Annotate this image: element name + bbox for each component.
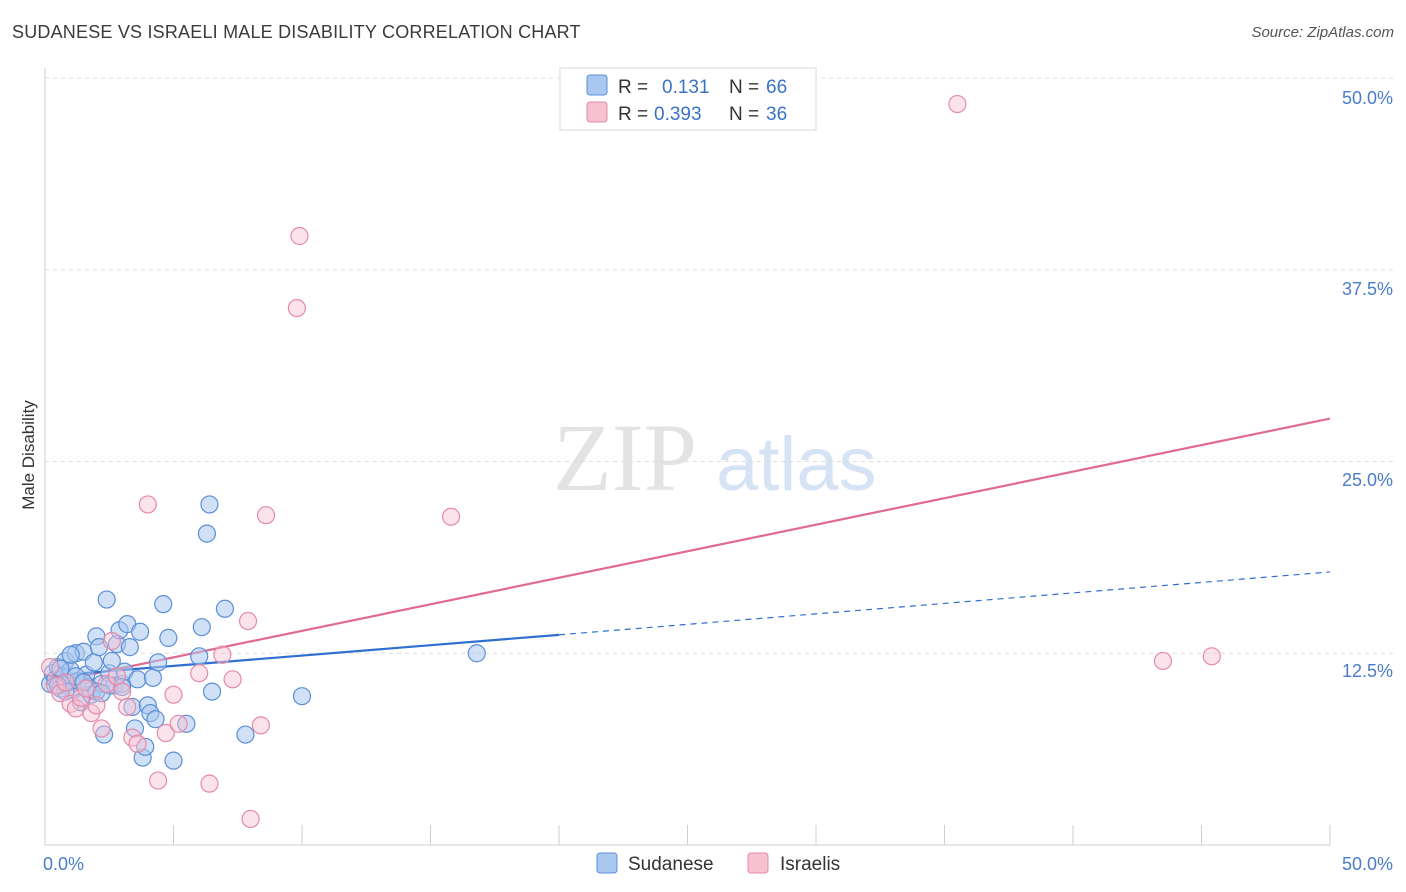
sudanese-point xyxy=(97,590,116,609)
israeli-point xyxy=(138,495,157,514)
sudanese-point xyxy=(215,599,234,618)
legend-bottom-label-sudanese: Sudanese xyxy=(628,854,714,875)
legend-swatch-sudanese xyxy=(586,74,608,96)
sudanese-point xyxy=(84,653,103,672)
legend-bottom-label-israelis: Israelis xyxy=(780,854,840,875)
sudanese-point xyxy=(236,725,255,744)
sudanese-point xyxy=(200,495,219,514)
sudanese-point xyxy=(143,668,163,687)
israeli-point xyxy=(128,734,147,753)
israeli-point xyxy=(56,673,75,692)
x-tick-label-max: 50.0% xyxy=(1342,854,1393,874)
legend-bottom-swatch-israelis xyxy=(747,852,769,874)
israeli-trend-line xyxy=(44,417,1331,686)
israeli-point xyxy=(200,774,219,793)
sudanese-point xyxy=(177,714,196,733)
israeli-point xyxy=(112,682,132,701)
y-tick-label-12-5: 12.5% xyxy=(1342,661,1393,681)
legend-swatch-israelis xyxy=(586,101,608,123)
legend-r-value-sudanese: 0.131 xyxy=(662,77,710,98)
israeli-point xyxy=(290,226,309,246)
legend-r-label-sudanese: R = xyxy=(618,77,648,98)
israeli-point xyxy=(1202,647,1221,666)
legend-top: R = 0.131 N = 66 R = 0.393 N = 36 xyxy=(559,67,817,131)
israeli-point xyxy=(71,688,91,707)
israeli-point xyxy=(241,809,260,829)
sudanese-point xyxy=(148,653,168,672)
sudanese-point xyxy=(190,647,209,666)
legend-bottom: Sudanese Israelis xyxy=(596,852,840,875)
watermark-atlas: atlas xyxy=(716,422,877,507)
israeli-point xyxy=(441,507,461,526)
israeli-point xyxy=(287,299,306,318)
legend-r-value-israelis: 0.393 xyxy=(654,104,702,125)
israeli-point xyxy=(118,697,137,717)
sudanese-trend-extension xyxy=(558,571,1331,636)
israeli-point xyxy=(256,506,276,525)
sudanese-point xyxy=(159,628,178,648)
sudanese-point xyxy=(120,638,139,657)
legend-bottom-swatch-sudanese xyxy=(596,852,618,874)
israeli-point xyxy=(169,714,188,733)
source-credit: Source: ZipAtlas.com xyxy=(1251,24,1394,41)
y-tick-label-50: 50.0% xyxy=(1342,88,1393,108)
sudanese-point xyxy=(164,751,183,770)
data-points xyxy=(41,94,1221,829)
sudanese-point xyxy=(292,687,312,706)
sudanese-point xyxy=(130,622,150,641)
israeli-point xyxy=(156,723,175,743)
y-axis-label: Male Disability xyxy=(19,400,38,510)
israeli-point xyxy=(238,611,258,631)
israeli-point xyxy=(97,674,116,694)
sudanese-point xyxy=(128,670,147,689)
israeli-point xyxy=(1153,651,1173,671)
israeli-point xyxy=(77,679,96,698)
israeli-point xyxy=(251,716,270,735)
legend-n-label-israelis: N = xyxy=(729,104,759,125)
israeli-point xyxy=(164,685,183,704)
sudanese-point xyxy=(197,524,217,543)
sudanese-point xyxy=(202,682,222,701)
x-tick-label-min: 0.0% xyxy=(43,854,84,874)
chart-title: SUDANESE VS ISRAELI MALE DISABILITY CORR… xyxy=(12,22,581,42)
israeli-point xyxy=(87,696,106,715)
y-tick-label-37-5: 37.5% xyxy=(1342,279,1393,299)
sudanese-point xyxy=(61,645,80,664)
legend-r-label-israelis: R = xyxy=(618,104,648,125)
israeli-point xyxy=(107,667,127,686)
israeli-point xyxy=(148,771,168,790)
sudanese-point xyxy=(192,618,211,637)
israeli-point xyxy=(92,719,111,738)
sudanese-point xyxy=(146,710,165,729)
israeli-point xyxy=(41,657,60,677)
sudanese-point xyxy=(112,677,132,697)
legend-n-value-sudanese: 66 xyxy=(766,77,787,98)
sudanese-point xyxy=(467,644,486,663)
sudanese-point xyxy=(154,595,173,614)
y-tick-label-25: 25.0% xyxy=(1342,470,1393,490)
legend-n-value-israelis: 36 xyxy=(766,104,787,125)
legend-n-label-sudanese: N = xyxy=(729,77,759,98)
watermark-zip: ZIP xyxy=(553,404,697,511)
israeli-point xyxy=(190,664,209,683)
gridlines xyxy=(45,77,1394,654)
israeli-point xyxy=(102,631,121,651)
israeli-point xyxy=(223,670,242,689)
israeli-point xyxy=(948,94,967,114)
axes xyxy=(44,68,1331,846)
israeli-point xyxy=(213,645,232,664)
